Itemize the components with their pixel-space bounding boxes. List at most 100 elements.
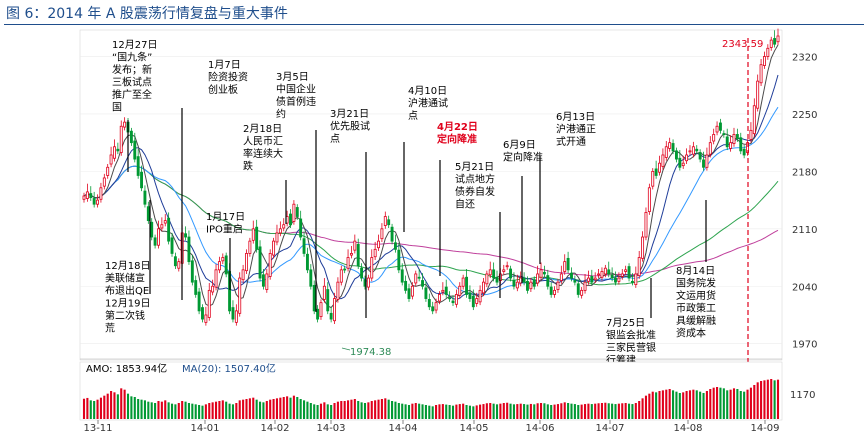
volume-bar bbox=[722, 388, 725, 419]
candle-body bbox=[133, 140, 137, 160]
candle-body bbox=[637, 257, 641, 276]
volume-bar bbox=[333, 403, 336, 419]
volume-bar bbox=[309, 403, 312, 419]
volume-bar bbox=[130, 396, 133, 419]
volume-bar bbox=[678, 393, 681, 419]
candle-body bbox=[546, 275, 550, 287]
candle-body bbox=[742, 148, 746, 156]
candle-body bbox=[732, 134, 736, 144]
candle-body bbox=[326, 289, 330, 312]
candle-body bbox=[221, 257, 225, 262]
event-annotation-text: 约 bbox=[276, 108, 286, 121]
candle-body bbox=[749, 129, 753, 140]
volume-bar bbox=[370, 401, 373, 419]
volume-bar bbox=[86, 397, 89, 419]
candle-body bbox=[167, 217, 171, 242]
volume-bar bbox=[600, 403, 604, 419]
volume-bar bbox=[140, 399, 143, 419]
volume-bar bbox=[458, 404, 461, 419]
volume-bar bbox=[380, 399, 383, 419]
volume-bar bbox=[543, 403, 546, 419]
volume-bar bbox=[448, 405, 451, 419]
volume-bar bbox=[221, 400, 224, 419]
candle-body bbox=[96, 199, 99, 205]
candle-body bbox=[634, 273, 638, 286]
volume-bar bbox=[604, 402, 607, 419]
candle-body bbox=[336, 281, 340, 300]
candle-body bbox=[482, 281, 485, 294]
candle-body bbox=[214, 269, 218, 288]
volume-bar bbox=[732, 388, 736, 419]
x-tick-label: 14-03 bbox=[316, 423, 345, 431]
volume-bar bbox=[702, 393, 705, 419]
candle-body bbox=[610, 274, 614, 279]
volume-bar bbox=[258, 401, 262, 419]
candle-body bbox=[261, 274, 265, 287]
candle-body bbox=[397, 249, 401, 271]
volume-bar bbox=[729, 389, 732, 419]
volume-bar bbox=[435, 405, 438, 419]
volume-bar bbox=[299, 399, 302, 419]
volume-bar bbox=[174, 404, 177, 419]
volume-bar bbox=[736, 389, 739, 419]
candle-body bbox=[600, 271, 604, 278]
candle-body bbox=[461, 277, 465, 287]
candle-body bbox=[752, 105, 756, 135]
ma5-line bbox=[83, 44, 779, 309]
candle-body bbox=[542, 271, 546, 275]
candle-body bbox=[712, 134, 716, 142]
candle-body bbox=[468, 292, 472, 299]
low-price-leader bbox=[341, 347, 351, 351]
volume-bar bbox=[306, 401, 309, 419]
volume-bar bbox=[394, 401, 397, 419]
volume-bar bbox=[523, 404, 526, 419]
candle-body bbox=[387, 219, 391, 226]
volume-bar bbox=[282, 397, 285, 419]
candle-body bbox=[251, 228, 255, 241]
volume-bar bbox=[746, 389, 749, 419]
candle-body bbox=[705, 154, 709, 168]
volume-bar bbox=[594, 403, 597, 419]
candle-body bbox=[370, 257, 374, 279]
event-annotation-text: 文运用货 bbox=[676, 289, 716, 302]
volume-bar bbox=[143, 400, 146, 419]
volume-bar bbox=[631, 404, 634, 419]
event-annotation-text: 险资投资 bbox=[208, 71, 248, 84]
volume-bar bbox=[113, 392, 116, 419]
volume-bar bbox=[313, 404, 316, 419]
volume-bar bbox=[418, 403, 421, 419]
volume-bar bbox=[441, 404, 444, 419]
volume-bar bbox=[164, 400, 167, 419]
candle-body bbox=[146, 206, 150, 222]
event-annotation-text: 3月5日 bbox=[276, 71, 309, 83]
candle-body bbox=[522, 277, 526, 283]
volume-bar bbox=[316, 405, 319, 419]
candle-body bbox=[268, 253, 272, 277]
volume-bar bbox=[451, 405, 455, 419]
event-annotation-text: 具缓解融 bbox=[676, 314, 716, 327]
x-tick-label: 13-11 bbox=[83, 423, 112, 431]
candle-body bbox=[532, 279, 536, 287]
candle-body bbox=[573, 280, 577, 283]
event-annotation-text: 国务院发 bbox=[676, 277, 716, 290]
event-annotation-text: 创业板 bbox=[208, 83, 238, 96]
volume-panel bbox=[79, 361, 783, 421]
candle-body bbox=[644, 212, 648, 238]
volume-bar bbox=[103, 395, 106, 419]
volume-bar bbox=[489, 403, 492, 419]
candle-body bbox=[106, 166, 110, 176]
candle-body bbox=[153, 237, 157, 246]
volume-bar bbox=[614, 404, 617, 419]
candle-body bbox=[160, 224, 164, 229]
candle-body bbox=[502, 269, 506, 272]
candle-body bbox=[566, 257, 570, 271]
volume-bar bbox=[648, 393, 651, 419]
volume-bar bbox=[468, 405, 471, 419]
ma20-line bbox=[83, 106, 779, 296]
candle-body bbox=[647, 187, 651, 212]
candle-body bbox=[759, 64, 763, 84]
candle-body bbox=[366, 277, 370, 288]
event-annotation-text: 率连续大 bbox=[243, 147, 283, 160]
volume-bar bbox=[682, 392, 685, 419]
candle-body bbox=[410, 285, 414, 297]
